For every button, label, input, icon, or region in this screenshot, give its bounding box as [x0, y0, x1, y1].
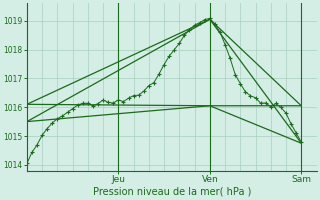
X-axis label: Pression niveau de la mer( hPa ): Pression niveau de la mer( hPa ) — [92, 187, 251, 197]
